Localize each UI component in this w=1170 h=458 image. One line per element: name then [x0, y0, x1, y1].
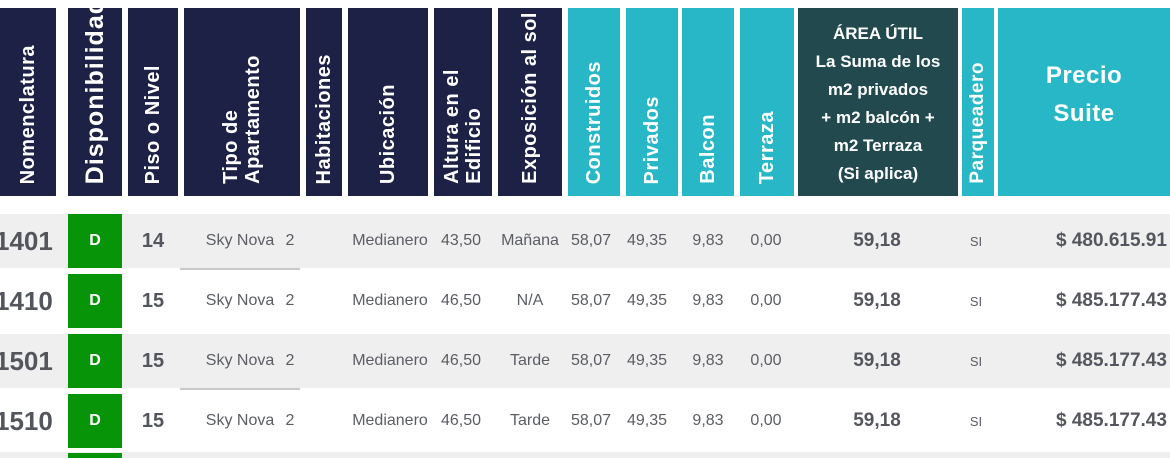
col-header-tipo-apartamento: Tipo de Apartamento	[184, 8, 300, 196]
col-header-piso-nivel: Piso o Nivel	[128, 8, 178, 196]
cell-terraza: 0,00	[750, 292, 782, 309]
col-header-parqueadero: Parqueadero	[962, 8, 994, 196]
col-header-label: Habitaciones	[313, 53, 335, 184]
col-header-privados: Privados	[626, 8, 678, 196]
col-header-label: Tipo de Apartamento	[220, 55, 264, 184]
col-header-exposicion-sol: Exposición al sol	[498, 8, 562, 196]
cell-privados: 49,35	[626, 352, 668, 369]
cell-precio: $ 485.177.43	[1056, 350, 1167, 371]
cell-parqueadero: SI	[969, 233, 983, 249]
col-header-label: Ubicación	[377, 83, 399, 184]
cell-piso: 15	[141, 289, 165, 312]
col-header-construidos: Construidos	[568, 8, 620, 196]
col-header-label: ÁREA ÚTIL La Suma de los m2 privados + m…	[815, 24, 941, 183]
next-row-availability-sliver	[68, 453, 122, 458]
cell-tipo-apartamento: Sky Nova	[205, 232, 275, 249]
availability-badge[interactable]: D	[68, 334, 122, 388]
availability-badge[interactable]: D	[68, 274, 122, 328]
col-header-area-util: ÁREA ÚTIL La Suma de los m2 privados + m…	[798, 8, 958, 196]
cell-tipo-apartamento: Sky Nova	[205, 292, 275, 309]
cell-parqueadero: SI	[969, 293, 983, 309]
col-header-balcon: Balcon	[682, 8, 734, 196]
cell-altura: 46,50	[440, 292, 482, 309]
cell-privados: 49,35	[626, 412, 668, 429]
col-header-nomenclatura: Nomenclatura	[0, 8, 56, 196]
cell-construidos: 58,07	[570, 412, 612, 429]
cell-exposicion: Tarde	[509, 352, 551, 369]
availability-badge[interactable]: D	[68, 214, 122, 268]
tipo-cell-underline	[180, 268, 300, 270]
cell-area-util: 59,18	[853, 350, 901, 371]
cell-balcon: 9,83	[692, 412, 724, 429]
cell-area-util: 59,18	[853, 410, 901, 431]
cell-precio: $ 485.177.43	[1056, 410, 1167, 431]
cell-nomenclatura: 1510	[0, 405, 53, 436]
cell-precio: $ 485.177.43	[1056, 290, 1167, 311]
cell-exposicion: Mañana	[501, 232, 559, 249]
col-header-precio-suite: Precio Suite	[998, 8, 1170, 196]
cell-ubicacion: Medianero	[352, 352, 428, 369]
cell-habitaciones: 2	[285, 232, 295, 249]
col-header-label: Precio Suite	[1045, 62, 1123, 127]
cell-altura: 43,50	[440, 232, 482, 249]
col-header-label: Parqueadero	[967, 62, 988, 184]
col-header-label: Privados	[641, 95, 663, 184]
cell-parqueadero: SI	[969, 353, 983, 369]
cell-altura: 46,50	[440, 352, 482, 369]
cell-construidos: 58,07	[570, 292, 612, 309]
cell-privados: 49,35	[626, 232, 668, 249]
cell-construidos: 58,07	[570, 352, 612, 369]
cell-terraza: 0,00	[750, 232, 782, 249]
col-header-label: Piso o Nivel	[142, 64, 164, 184]
col-header-habitaciones: Habitaciones	[306, 8, 342, 196]
cell-nomenclatura: 1410	[0, 285, 53, 316]
cell-nomenclatura: 1501	[0, 345, 53, 376]
cell-exposicion: N/A	[516, 292, 544, 309]
cell-balcon: 9,83	[692, 232, 724, 249]
cell-privados: 49,35	[626, 292, 668, 309]
col-header-label: Terraza	[756, 110, 778, 184]
cell-ubicacion: Medianero	[352, 292, 428, 309]
cell-piso: 15	[141, 409, 165, 432]
cell-ubicacion: Medianero	[352, 232, 428, 249]
cell-habitaciones: 2	[285, 412, 295, 429]
cell-tipo-apartamento: Sky Nova	[205, 412, 275, 429]
cell-tipo-apartamento: Sky Nova	[205, 352, 275, 369]
cell-balcon: 9,83	[692, 352, 724, 369]
col-header-ubicacion: Ubicación	[348, 8, 428, 196]
availability-badge[interactable]: D	[68, 394, 122, 448]
row-background	[0, 334, 1170, 388]
cell-altura: 46,50	[440, 412, 482, 429]
cell-terraza: 0,00	[750, 412, 782, 429]
col-header-label: Exposición al sol	[519, 12, 541, 184]
cell-nomenclatura: 1401	[0, 225, 53, 256]
cell-terraza: 0,00	[750, 352, 782, 369]
col-header-disponibilidad: Disponibilidad	[68, 8, 122, 196]
col-header-label: Nomenclatura	[17, 44, 39, 184]
cell-parqueadero: SI	[969, 413, 983, 429]
col-header-label: Disponibilidad	[81, 8, 109, 184]
col-header-label: Altura en el Edificio	[441, 69, 485, 184]
cell-exposicion: Tarde	[509, 412, 551, 429]
col-header-label: Construidos	[583, 60, 605, 184]
row-background	[0, 214, 1170, 268]
cell-precio: $ 480.615.91	[1056, 230, 1167, 251]
cell-area-util: 59,18	[853, 290, 901, 311]
next-row-background-sliver	[0, 452, 1170, 458]
cell-construidos: 58,07	[570, 232, 612, 249]
cell-ubicacion: Medianero	[352, 412, 428, 429]
col-header-terraza: Terraza	[740, 8, 794, 196]
tipo-cell-underline	[180, 388, 300, 390]
cell-piso: 15	[141, 349, 165, 372]
cell-area-util: 59,18	[853, 230, 901, 251]
cell-habitaciones: 2	[285, 292, 295, 309]
col-header-altura-edificio: Altura en el Edificio	[434, 8, 492, 196]
cell-habitaciones: 2	[285, 352, 295, 369]
col-header-label: Balcon	[697, 114, 719, 184]
cell-piso: 14	[141, 229, 165, 252]
cell-balcon: 9,83	[692, 292, 724, 309]
